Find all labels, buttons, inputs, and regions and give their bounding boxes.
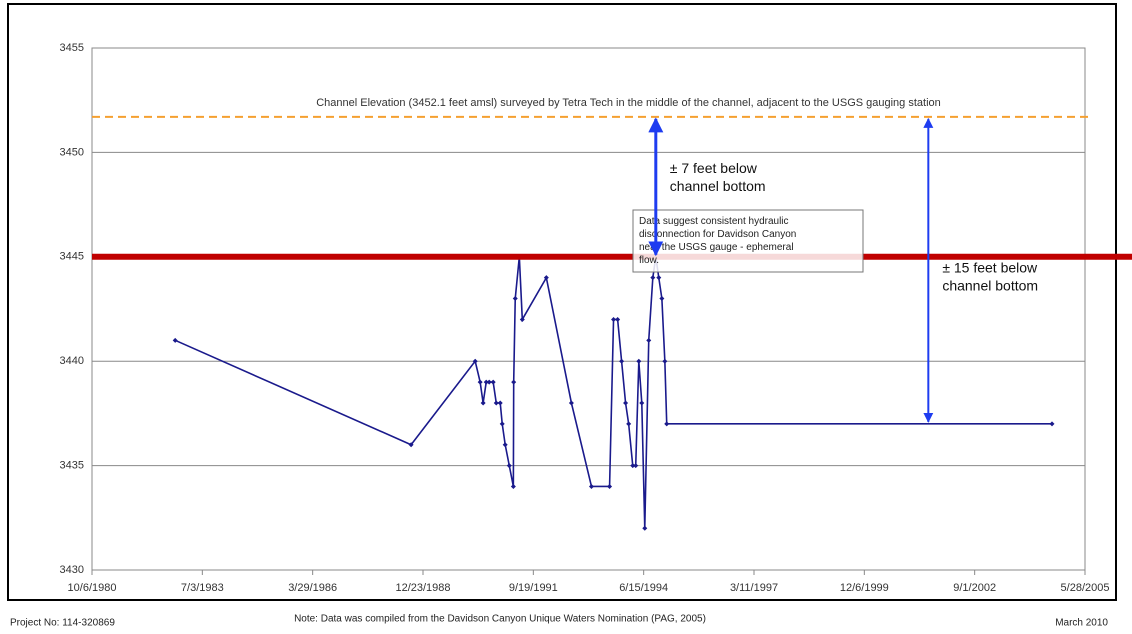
x-tick-label: 5/28/2005: [1061, 582, 1110, 594]
arrow-label: ± 15 feet below: [942, 259, 1038, 275]
y-tick-label: 3435: [60, 460, 84, 472]
data-point: [636, 358, 642, 364]
x-tick-label: 12/23/1988: [395, 582, 450, 594]
data-point: [588, 483, 594, 489]
plot-background: [91, 47, 1086, 571]
note-box-text: near the USGS gauge - ephemeral: [639, 242, 794, 253]
data-point: [497, 400, 503, 406]
footer-date: March 2010: [1055, 618, 1108, 629]
data-point: [659, 296, 665, 302]
channel-elevation-label: Channel Elevation (3452.1 feet amsl) sur…: [316, 97, 941, 109]
data-point: [630, 463, 636, 469]
data-point: [472, 358, 478, 364]
y-tick-label: 3455: [60, 42, 84, 54]
data-point: [502, 442, 508, 448]
data-point: [639, 400, 645, 406]
x-tick-label: 9/19/1991: [509, 582, 558, 594]
project-number: Project No: 114-320869: [10, 618, 115, 629]
data-point: [483, 379, 489, 385]
data-point: [568, 400, 574, 406]
data-point: [626, 421, 632, 427]
data-point: [506, 463, 512, 469]
data-point: [656, 275, 662, 281]
data-point: [633, 463, 639, 469]
data-point: [607, 483, 613, 489]
data-point: [490, 379, 496, 385]
data-point: [493, 400, 499, 406]
data-point: [642, 525, 648, 531]
y-tick-label: 3430: [60, 564, 84, 576]
data-point: [408, 442, 414, 448]
data-point: [1049, 421, 1055, 427]
data-point: [623, 400, 629, 406]
arrow-label: ± 7 feet below: [670, 160, 758, 176]
data-point: [480, 400, 486, 406]
data-point: [646, 337, 652, 343]
note-box-text: Data suggest consistent hydraulic: [639, 216, 789, 227]
x-tick-label: 9/1/2002: [953, 582, 996, 594]
data-point: [664, 421, 670, 427]
y-tick-label: 3440: [60, 355, 84, 367]
note-box: [632, 209, 864, 273]
x-tick-label: 3/29/1986: [288, 582, 337, 594]
x-tick-label: 7/3/1983: [181, 582, 224, 594]
data-point: [511, 379, 517, 385]
y-tick-label: 3445: [60, 251, 84, 263]
data-point: [662, 358, 668, 364]
data-point: [519, 316, 525, 322]
note-box-text: disconnection for Davidson Canyon: [639, 229, 796, 240]
data-point: [510, 483, 516, 489]
y-tick-label: 3450: [60, 146, 84, 158]
x-tick-label: 12/6/1999: [840, 582, 889, 594]
footer-note: Note: Data was compiled from the Davidso…: [294, 614, 706, 625]
plot-area: 3430 3435 3440 3445 3450 3455 10/6/1980 7/3/198…: [60, 42, 1110, 594]
data-point: [615, 316, 621, 322]
arrow-label: channel bottom: [942, 277, 1038, 293]
data-point: [486, 379, 492, 385]
note-box-text: flow.: [639, 255, 659, 266]
x-tick-label: 10/6/1980: [68, 582, 117, 594]
x-tick-label: 6/15/1994: [619, 582, 668, 594]
arrow-label: channel bottom: [670, 178, 766, 194]
data-point: [650, 275, 656, 281]
data-point: [543, 275, 549, 281]
x-tick-label: 3/11/1997: [730, 582, 778, 594]
data-point: [611, 316, 617, 322]
data-point: [172, 337, 178, 343]
data-point: [499, 421, 505, 427]
data-point: [512, 296, 518, 302]
data-point: [477, 379, 483, 385]
data-point: [619, 358, 625, 364]
